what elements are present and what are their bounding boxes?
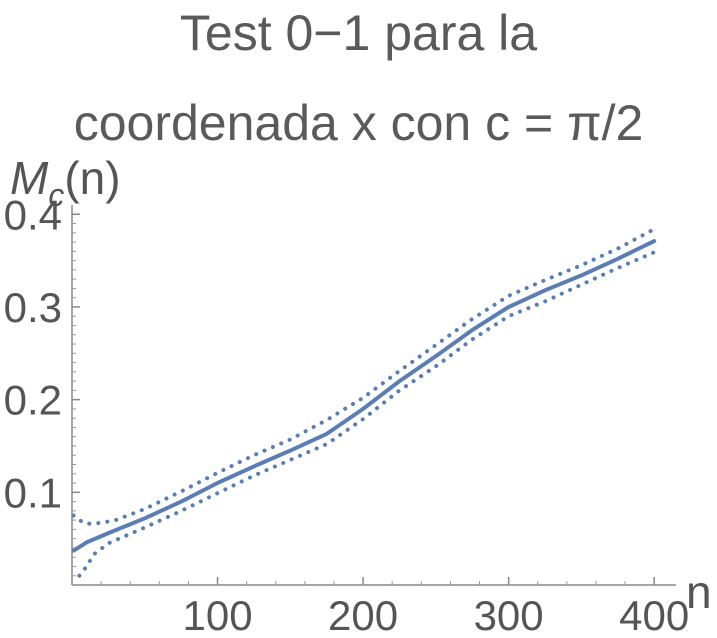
series-3-dotted-line — [77, 250, 657, 578]
series-2-dotted-line — [71, 227, 657, 526]
x-tick-label: 300 — [474, 592, 544, 638]
axis-tick-labels: 100 200 300 400 0.1 0.2 0.3 0.4 — [4, 191, 690, 638]
y-axis-label: Mc(n) — [10, 150, 121, 213]
chart-title-line-1: Test 0−1 para la — [179, 5, 538, 61]
y-tick-label: 0.4 — [4, 191, 62, 238]
axis-ticks — [72, 213, 655, 585]
chart-title-line-2: coordenada x con c = π/2 — [73, 95, 644, 151]
y-tick-label: 0.2 — [4, 377, 62, 424]
y-axis-label-subscript: c — [48, 177, 65, 213]
x-tick-label: 400 — [619, 592, 689, 638]
x-tick-label: 200 — [328, 592, 398, 638]
y-axis-label-symbol: M — [10, 152, 49, 204]
data-series — [71, 227, 657, 578]
x-tick-label: 100 — [183, 592, 253, 638]
y-tick-label: 0.1 — [4, 469, 62, 516]
series-1-solid-line — [71, 239, 657, 553]
y-tick-label: 0.3 — [4, 284, 62, 331]
x-axis-label: n — [686, 566, 712, 618]
y-axis-label-suffix: (n) — [64, 152, 121, 204]
